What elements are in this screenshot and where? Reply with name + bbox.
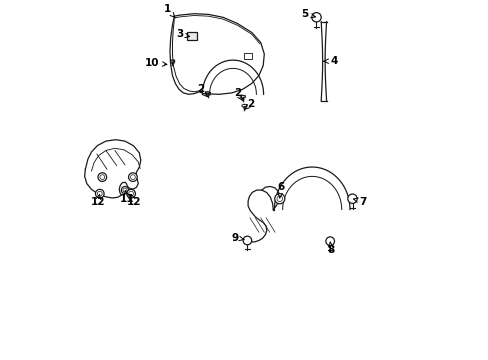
Text: 2: 2 [233,88,242,101]
Circle shape [276,196,282,202]
Text: 3: 3 [176,29,189,39]
Circle shape [347,194,356,203]
Circle shape [121,186,128,194]
Circle shape [311,13,321,22]
Text: 2: 2 [197,84,207,96]
Circle shape [126,189,135,198]
Circle shape [128,191,133,196]
Circle shape [95,189,104,198]
Circle shape [243,236,251,245]
Text: 1: 1 [163,4,175,18]
Circle shape [100,175,104,180]
Text: 2: 2 [244,99,254,110]
Circle shape [274,194,284,204]
Circle shape [98,173,106,181]
Text: 11: 11 [120,191,135,204]
Text: 8: 8 [326,242,334,255]
Text: 12: 12 [90,194,104,207]
Circle shape [123,188,127,192]
Circle shape [130,175,135,180]
Text: 10: 10 [144,58,166,68]
Circle shape [97,191,102,196]
Text: 9: 9 [231,233,244,243]
Text: 5: 5 [301,9,315,19]
Circle shape [325,237,334,246]
Bar [244,53,251,59]
Text: 12: 12 [126,194,141,207]
Circle shape [128,173,137,181]
Text: 7: 7 [353,197,366,207]
Text: 6: 6 [276,182,284,198]
Text: 4: 4 [324,56,337,66]
Bar [186,32,197,40]
